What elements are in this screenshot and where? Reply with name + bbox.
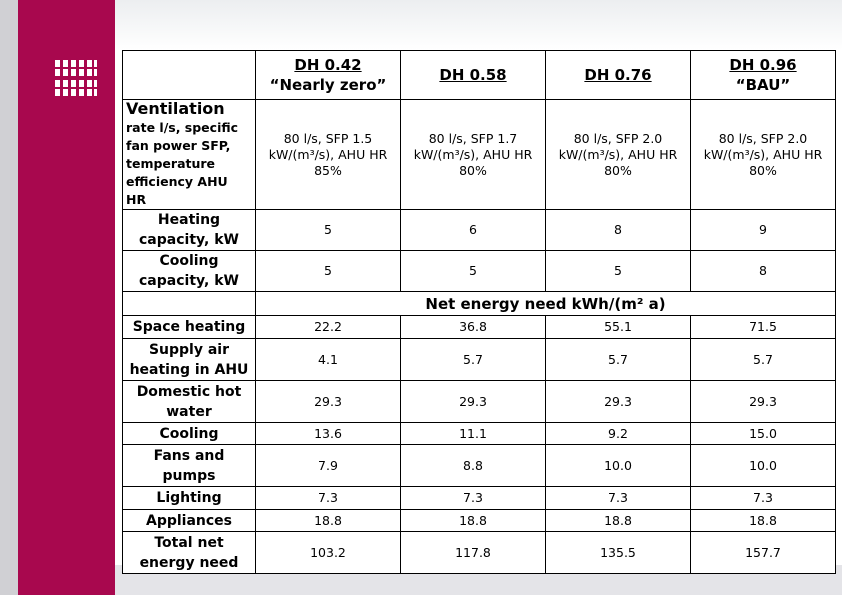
cell-value: 55.1: [545, 315, 691, 339]
cell-value: 10.0: [690, 444, 836, 487]
cell-value: 8: [690, 250, 836, 292]
row-label-text: Supply air heating in AHU: [129, 341, 249, 378]
column-note: “BAU”: [735, 76, 791, 94]
column-header: DH 0.76: [545, 50, 691, 100]
cell-value: 9: [690, 209, 836, 251]
row-label-main: Ventilation: [126, 99, 225, 118]
cell-value: 22.2: [255, 315, 401, 339]
column-header: DH 0.42 “Nearly zero”: [255, 50, 401, 100]
row-label-text: Domestic hot water: [136, 383, 242, 420]
table-row: Net energy need kWh/(m² a): [122, 291, 836, 316]
cell-value: 18.8: [255, 509, 401, 532]
row-label: Fans and pumps: [122, 444, 256, 487]
section-header: Net energy need kWh/(m² a): [255, 291, 836, 316]
cell-value: 80 l/s, SFP 2.0 kW/(m³/s), AHU HR 80%: [545, 99, 691, 210]
table-row: Heating capacity, kW 5 6 8 9: [122, 209, 836, 251]
table-row: Appliances 18.8 18.8 18.8 18.8: [122, 509, 836, 532]
row-label: Ventilation rate l/s, specific fan power…: [122, 99, 256, 210]
cell-value: 8.8: [400, 444, 546, 487]
row-label: Heating capacity, kW: [122, 209, 256, 251]
side-strip: [0, 0, 18, 595]
row-label: Space heating: [122, 315, 256, 339]
table-row: Domestic hot water 29.3 29.3 29.3 29.3: [122, 380, 836, 423]
cell-value: 5: [255, 250, 401, 292]
header-row: DH 0.42 “Nearly zero” DH 0.58 DH 0.76 DH 0.9…: [122, 50, 836, 100]
row-label-text: Space heating: [132, 319, 246, 335]
cell-value: 80 l/s, SFP 1.7 kW/(m³/s), AHU HR 80%: [400, 99, 546, 210]
cell-value: 13.6: [255, 422, 401, 445]
cell-value: 29.3: [690, 380, 836, 423]
cell-value: 7.3: [400, 486, 546, 510]
row-label-text: Appliances: [145, 512, 233, 529]
corner-cell: [122, 50, 256, 100]
cell-value: 7.3: [690, 486, 836, 510]
cell-value: 5: [255, 209, 401, 251]
cell-value: 103.2: [255, 531, 401, 574]
row-label: Cooling capacity, kW: [122, 250, 256, 292]
table-row: Supply air heating in AHU 4.1 5.7 5.7 5.7: [122, 338, 836, 381]
row-label: Lighting: [122, 486, 256, 510]
row-label-text: Lighting: [156, 490, 222, 506]
cell-value: 29.3: [400, 380, 546, 423]
row-label-text: Heating capacity, kW: [139, 212, 239, 248]
row-label: Supply air heating in AHU: [122, 338, 256, 381]
cell-value: 5.7: [400, 338, 546, 381]
cell-value: 18.8: [545, 509, 691, 532]
table-row: Total net energy need 103.2 117.8 135.5 157.…: [122, 531, 836, 574]
table-row: Space heating 22.2 36.8 55.1 71.5: [122, 315, 836, 339]
cell-value: 7.3: [545, 486, 691, 510]
row-label-rest: rate l/s, specific fan power SFP, temper…: [126, 120, 239, 207]
cell-value: 15.0: [690, 422, 836, 445]
row-label-text: Fans and pumps: [153, 447, 225, 484]
cell-value: 80 l/s, SFP 1.5 kW/(m³/s), AHU HR 85%: [255, 99, 401, 210]
cell-value: 4.1: [255, 338, 401, 381]
cell-value: 8: [545, 209, 691, 251]
row-label: Cooling: [122, 422, 256, 445]
cell-value: 157.7: [690, 531, 836, 574]
cell-value: 7.9: [255, 444, 401, 487]
column-name: DH 0.58: [439, 66, 507, 84]
energy-table: DH 0.42 “Nearly zero” DH 0.58 DH 0.76 DH 0.9…: [122, 50, 836, 574]
top-fade: [115, 0, 842, 50]
cell-value: 29.3: [545, 380, 691, 423]
cell-value: 80 l/s, SFP 2.0 kW/(m³/s), AHU HR 80%: [690, 99, 836, 210]
row-label: Appliances: [122, 509, 256, 532]
column-name: DH 0.76: [584, 66, 652, 84]
table-row: Fans and pumps 7.9 8.8 10.0 10.0: [122, 444, 836, 487]
cell-value: 117.8: [400, 531, 546, 574]
cell-value: 5: [400, 250, 546, 292]
column-name: DH 0.42: [294, 56, 362, 74]
row-label-text: Total net energy need: [139, 534, 239, 571]
row-label-text: Cooling: [159, 425, 219, 442]
table-row: Lighting 7.3 7.3 7.3 7.3: [122, 486, 836, 510]
column-header: DH 0.96 “BAU”: [690, 50, 836, 100]
row-label: Domestic hot water: [122, 380, 256, 423]
cell-value: 10.0: [545, 444, 691, 487]
column-note: “Nearly zero”: [269, 76, 387, 94]
column-header: DH 0.58: [400, 50, 546, 100]
cell-value: 29.3: [255, 380, 401, 423]
cell-value: 5.7: [690, 338, 836, 381]
cell-value: 18.8: [400, 509, 546, 532]
logo-icon: [55, 60, 99, 96]
cell-value: 9.2: [545, 422, 691, 445]
blank-cell: [122, 291, 256, 316]
table-row: Cooling capacity, kW 5 5 5 8: [122, 250, 836, 292]
column-name: DH 0.96: [729, 56, 797, 74]
cell-value: 11.1: [400, 422, 546, 445]
side-band: [18, 0, 115, 595]
table-row: Ventilation rate l/s, specific fan power…: [122, 99, 836, 210]
cell-value: 18.8: [690, 509, 836, 532]
cell-value: 71.5: [690, 315, 836, 339]
cell-value: 36.8: [400, 315, 546, 339]
cell-value: 7.3: [255, 486, 401, 510]
cell-value: 6: [400, 209, 546, 251]
cell-value: 5.7: [545, 338, 691, 381]
cell-value: 135.5: [545, 531, 691, 574]
row-label-text: Cooling capacity, kW: [139, 253, 239, 289]
cell-value: 5: [545, 250, 691, 292]
row-label: Total net energy need: [122, 531, 256, 574]
table-row: Cooling 13.6 11.1 9.2 15.0: [122, 422, 836, 445]
